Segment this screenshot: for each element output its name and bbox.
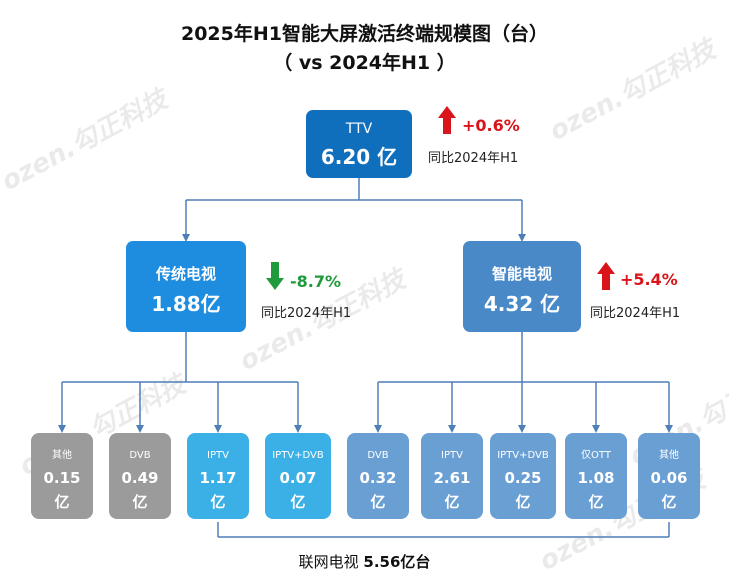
leaf-label: DVB — [367, 450, 389, 461]
smart-tv-value: 4.32 亿 — [483, 292, 561, 316]
smart-tv-compare-label: 同比2024年H1 — [590, 306, 681, 321]
smart-tv-label: 智能电视 — [491, 265, 552, 283]
leaf-label: DVB — [129, 450, 151, 461]
traditional-tv-box: 传统电视 1.88亿 — [126, 241, 246, 332]
arrow-up-icon — [597, 262, 615, 274]
leaf-label: 仅OTT — [581, 450, 611, 461]
leaf-unit: 亿 — [444, 493, 460, 511]
leaf-value: 1.08 — [577, 469, 615, 487]
leaf-value: 0.06 — [650, 469, 688, 487]
connected-tv-label: 联网电视 — [298, 553, 359, 571]
leaf-value: 1.17 — [199, 469, 237, 487]
arrow-down-icon — [266, 278, 284, 290]
leaf-unit: 亿 — [210, 493, 226, 511]
ttv-label: TTV — [345, 121, 373, 137]
ttv-growth: +0.6% — [462, 116, 520, 135]
connected-tv-value: 5.56亿台 — [363, 553, 431, 571]
leaf-value: 2.61 — [433, 469, 471, 487]
arrow-up-icon — [443, 118, 451, 134]
leaf-unit: 亿 — [588, 493, 604, 511]
leaf-label: 其他 — [659, 450, 679, 461]
leaf-traditional-iptv: IPTV 1.17 亿 — [187, 433, 249, 519]
leaf-value: 0.49 — [121, 469, 159, 487]
leaf-smart-dvb: DVB 0.32 亿 — [347, 433, 409, 519]
leaf-traditional-other: 其他 0.15 亿 — [31, 433, 93, 519]
leaf-unit: 亿 — [370, 493, 386, 511]
ttv-total-box: TTV 6.20 亿 — [306, 110, 412, 178]
connected-tv-total: 联网电视 5.56亿台 — [0, 551, 729, 572]
traditional-tv-compare-label: 同比2024年H1 — [261, 306, 352, 321]
leaf-unit: 亿 — [132, 493, 148, 511]
leaf-value: 0.32 — [359, 469, 397, 487]
leaf-smart-other: 其他 0.06 亿 — [638, 433, 700, 519]
leaf-smart-iptv: IPTV 2.61 亿 — [421, 433, 483, 519]
ttv-compare-label: 同比2024年H1 — [428, 151, 519, 166]
leaf-value: 0.15 — [43, 469, 81, 487]
leaf-traditional-dvb: DVB 0.49 亿 — [109, 433, 171, 519]
arrow-up-icon — [602, 274, 610, 290]
leaf-value: 0.25 — [504, 469, 542, 487]
leaf-label: 其他 — [52, 450, 72, 461]
traditional-tv-value: 1.88亿 — [151, 292, 221, 316]
leaf-label: IPTV+DVB — [272, 450, 324, 461]
leaf-label: IPTV+DVB — [497, 450, 549, 461]
leaf-traditional-iptv-dvb: IPTV+DVB 0.07 亿 — [265, 433, 331, 519]
smart-tv-box: 智能电视 4.32 亿 — [463, 241, 581, 332]
arrow-down-icon — [271, 262, 279, 278]
traditional-tv-label: 传统电视 — [155, 265, 216, 283]
leaf-label: IPTV — [207, 450, 229, 461]
traditional-tv-growth: -8.7% — [290, 272, 342, 291]
leaf-unit: 亿 — [54, 493, 70, 511]
smart-tv-growth: +5.4% — [620, 270, 678, 289]
leaf-unit: 亿 — [290, 493, 306, 511]
leaf-unit: 亿 — [661, 493, 677, 511]
leaf-label: IPTV — [441, 450, 463, 461]
chart-title: 2025年H1智能大屏激活终端规模图（台） — [180, 23, 548, 45]
leaf-unit: 亿 — [515, 493, 531, 511]
arrow-up-icon — [438, 106, 456, 118]
chart-subtitle: （ vs 2024年H1 ） — [273, 52, 456, 74]
leaf-value: 0.07 — [279, 469, 317, 487]
ttv-value: 6.20 亿 — [320, 145, 398, 169]
leaf-smart-iptv-dvb: IPTV+DVB 0.25 亿 — [490, 433, 556, 519]
leaf-smart-ott-only: 仅OTT 1.08 亿 — [565, 433, 627, 519]
